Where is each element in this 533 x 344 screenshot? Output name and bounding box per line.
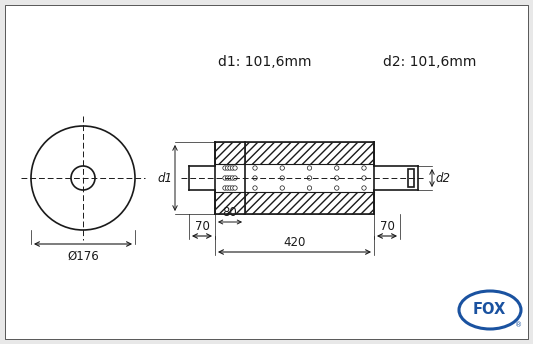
Bar	[215, 192, 245, 214]
Circle shape	[225, 176, 230, 180]
Circle shape	[335, 176, 339, 180]
Circle shape	[228, 166, 232, 170]
Text: 70: 70	[379, 220, 394, 233]
Circle shape	[253, 186, 257, 190]
Circle shape	[362, 186, 366, 190]
Circle shape	[335, 166, 339, 170]
Circle shape	[223, 186, 227, 190]
Circle shape	[362, 166, 366, 170]
Circle shape	[223, 176, 227, 180]
Text: d2: 101,6mm: d2: 101,6mm	[383, 55, 477, 69]
Circle shape	[233, 166, 237, 170]
Text: d2: d2	[435, 172, 450, 184]
Circle shape	[233, 176, 237, 180]
Circle shape	[253, 166, 257, 170]
Circle shape	[253, 176, 257, 180]
Circle shape	[225, 166, 230, 170]
Circle shape	[228, 186, 232, 190]
Circle shape	[308, 186, 312, 190]
Text: Ø176: Ø176	[67, 250, 99, 263]
Bar	[408, 169, 414, 187]
Circle shape	[225, 186, 230, 190]
Circle shape	[308, 166, 312, 170]
Circle shape	[362, 176, 366, 180]
Circle shape	[230, 176, 235, 180]
Circle shape	[308, 176, 312, 180]
Circle shape	[280, 176, 285, 180]
Text: 420: 420	[284, 236, 306, 249]
Text: ®: ®	[515, 322, 522, 328]
Circle shape	[233, 186, 237, 190]
Ellipse shape	[459, 291, 521, 329]
Bar	[245, 142, 374, 164]
Circle shape	[280, 186, 285, 190]
Text: FOX: FOX	[472, 302, 506, 318]
Circle shape	[230, 166, 235, 170]
Text: 70: 70	[195, 220, 209, 233]
Circle shape	[335, 186, 339, 190]
Circle shape	[280, 166, 285, 170]
Bar	[215, 142, 245, 164]
Circle shape	[230, 186, 235, 190]
Circle shape	[228, 176, 232, 180]
Text: d1: 101,6mm: d1: 101,6mm	[218, 55, 312, 69]
Bar	[245, 192, 374, 214]
Text: d1: d1	[157, 172, 172, 184]
Text: 80: 80	[223, 206, 237, 219]
Circle shape	[223, 166, 227, 170]
